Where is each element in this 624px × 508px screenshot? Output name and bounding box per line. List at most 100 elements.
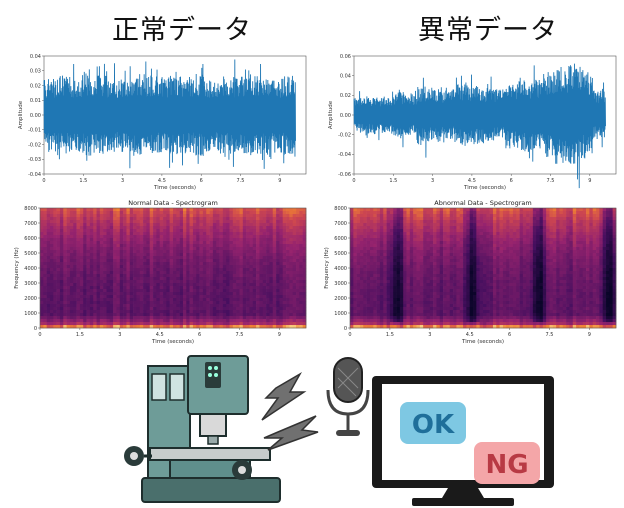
spectrogram-cell	[359, 277, 364, 281]
spectrogram-cell	[136, 283, 141, 287]
spectrogram-cell	[443, 313, 447, 317]
spectrogram-cell	[373, 238, 377, 242]
spectrogram-cell	[479, 277, 484, 281]
spectrogram-cell	[179, 289, 184, 293]
spectrogram-cell	[113, 268, 117, 272]
spectrogram-cell	[156, 241, 160, 245]
spectrogram-cell	[66, 232, 71, 236]
spectrogram-cell	[276, 274, 280, 278]
spectrogram-cell	[292, 280, 297, 284]
spectrogram-cell	[186, 271, 190, 275]
spectrogram-cell	[419, 232, 424, 236]
spectrogram-cell	[403, 298, 407, 302]
spectrogram-cell	[443, 238, 447, 242]
spectrogram-cell	[463, 268, 467, 272]
spectrogram-cell	[209, 232, 214, 236]
spectrogram-cell	[96, 295, 101, 299]
spectrogram-cell	[59, 259, 64, 263]
spectrogram-cell	[256, 280, 260, 284]
spectrogram-cell	[403, 277, 407, 281]
spectrogram-cell	[246, 229, 250, 233]
spectrogram-cell	[186, 274, 190, 278]
spectrogram-cell	[59, 322, 64, 326]
spectrogram-cell	[266, 265, 270, 269]
spectrogram-cell	[433, 310, 437, 314]
spectrogram-cell	[449, 319, 454, 323]
spectrogram-cell	[429, 268, 434, 272]
spectrogram-cell	[123, 259, 127, 263]
spectrogram-cell	[256, 307, 260, 311]
spectrogram-cell	[259, 289, 264, 293]
spectrogram-cell	[109, 286, 114, 290]
spectrogram-cell	[192, 208, 197, 212]
spectrogram-cell	[256, 283, 260, 287]
spectrogram-cell	[153, 217, 157, 221]
spectrogram-cell	[363, 265, 367, 269]
spectrogram-cell	[469, 217, 474, 221]
spectrogram-cell	[206, 262, 210, 266]
spectrogram-cell	[350, 235, 354, 239]
spectrogram-cell	[406, 325, 411, 329]
spectrogram-cell	[229, 286, 234, 290]
spectrogram-cell	[379, 289, 384, 293]
spectrogram-cell	[59, 268, 64, 272]
spectrogram-cell	[76, 310, 81, 314]
spectrogram-cell	[219, 286, 224, 290]
spectrogram-cell	[486, 313, 490, 317]
spectrogram-cell	[63, 238, 67, 242]
spectrogram-cell	[186, 247, 190, 251]
spectrogram-cell	[163, 235, 167, 239]
y-tick-label: 5000	[24, 251, 37, 257]
spectrogram-cell	[126, 238, 131, 242]
spectrogram-cell	[369, 280, 374, 284]
spectrogram-cell	[116, 289, 121, 293]
spectrogram-cell	[453, 322, 457, 326]
spectrogram-cell	[299, 223, 303, 227]
spectrogram-cell	[156, 304, 160, 308]
spectrogram-cell	[409, 280, 414, 284]
spectrogram-cell	[53, 238, 57, 242]
spectrogram-cell	[149, 268, 154, 272]
spectrogram-cell	[219, 241, 224, 245]
spectrogram-cell	[249, 295, 254, 299]
spectrogram-cell	[46, 223, 51, 227]
spectrogram-cell	[436, 220, 441, 224]
spectrogram-cell	[466, 316, 470, 320]
spectrogram-cell	[259, 244, 264, 248]
spectrogram-cell	[449, 322, 454, 326]
spectrogram-cell	[212, 235, 217, 239]
spectrogram-cell	[279, 235, 284, 239]
spectrogram-cell	[43, 244, 47, 248]
spectrogram-cell	[486, 295, 490, 299]
spectrogram-cell	[216, 256, 220, 260]
spectrogram-cell	[139, 298, 144, 302]
spectrogram-cell	[216, 274, 220, 278]
spectrogram-cell	[89, 262, 94, 266]
spectrogram-cell	[46, 277, 51, 281]
spectrogram-cell	[242, 283, 247, 287]
spectrogram-cell	[212, 253, 217, 257]
spectrogram-cell	[83, 244, 87, 248]
spectrogram-cell	[456, 298, 461, 302]
spectrogram-cell	[206, 292, 210, 296]
spectrogram-cell	[182, 250, 187, 254]
spectrogram-cell	[173, 229, 177, 233]
spectrogram-cell	[299, 289, 303, 293]
spectrogram-cell	[276, 271, 280, 275]
spectrogram-cell	[216, 268, 220, 272]
spectrogram-cell	[406, 283, 411, 287]
spectrogram-cell	[96, 232, 101, 236]
spectrogram-cell	[182, 256, 187, 260]
spectrogram-cell	[296, 235, 300, 239]
spectrogram-cell	[139, 307, 144, 311]
spectrogram-cell	[403, 214, 407, 218]
spectrogram-cell	[396, 286, 401, 290]
spectrogram-cell	[436, 223, 441, 227]
spectrogram-cell	[399, 247, 404, 251]
spectrogram-cell	[43, 280, 47, 284]
spectrogram-cell	[439, 298, 444, 302]
spectrogram-cell	[126, 301, 131, 305]
spectrogram-cell	[296, 250, 300, 254]
spectrogram-cell	[149, 322, 154, 326]
spectrogram-cell	[292, 214, 297, 218]
